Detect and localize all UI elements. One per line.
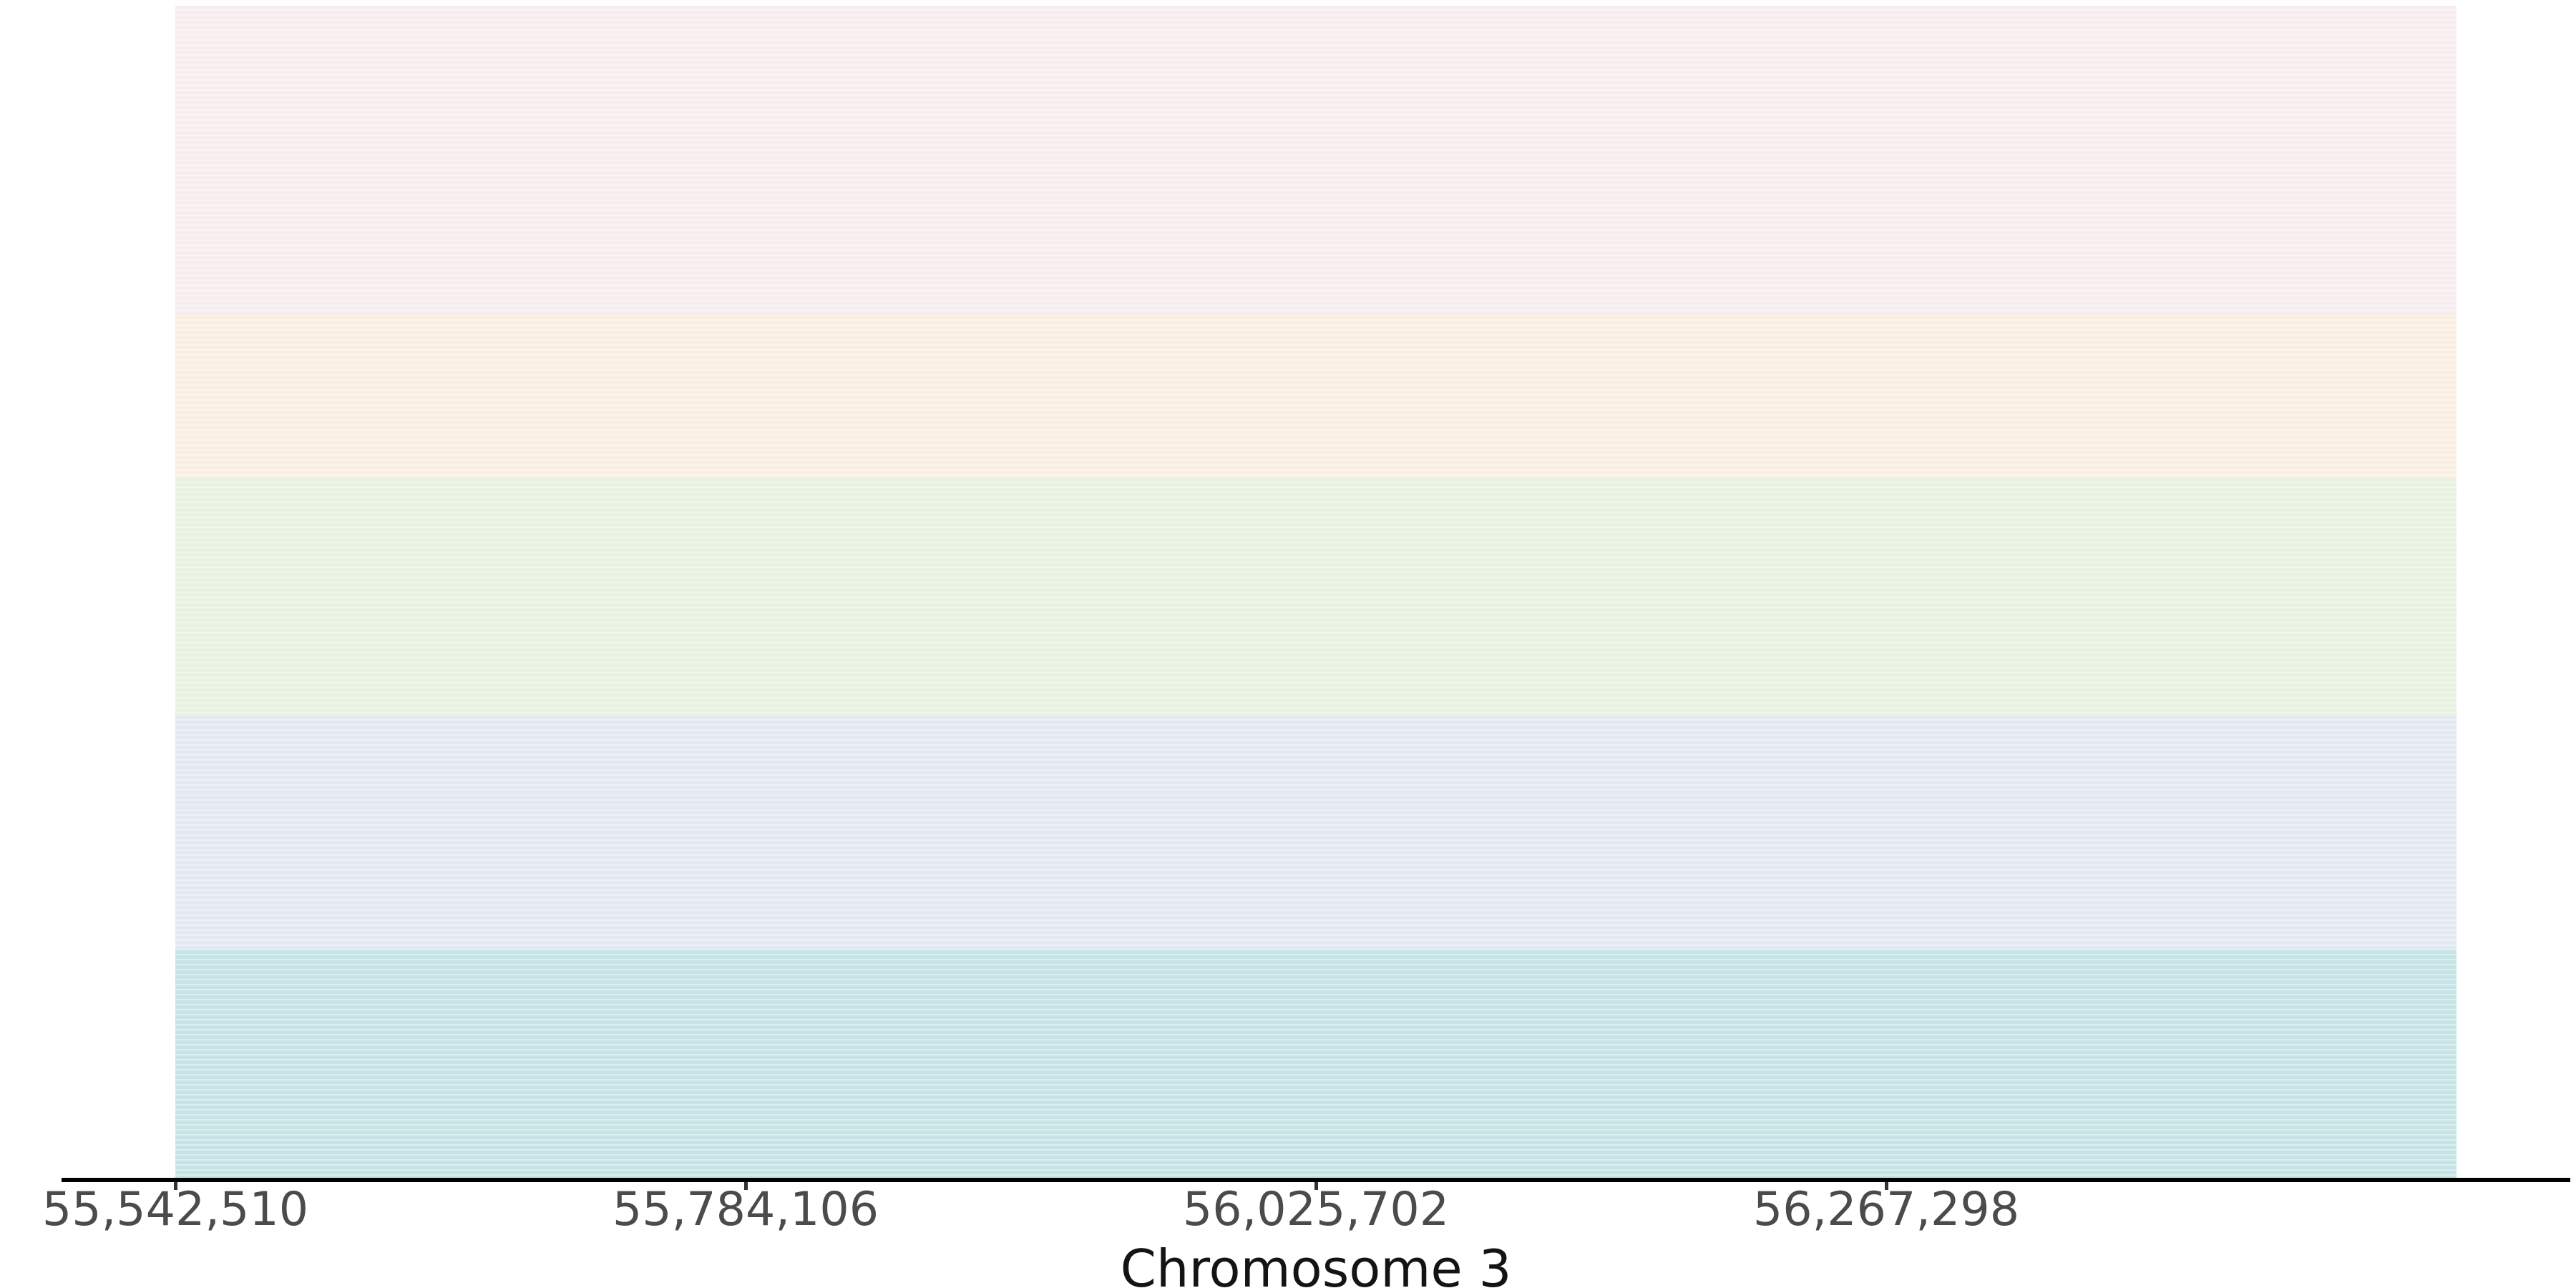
- band-1-pink: [175, 6, 2457, 316]
- x-tick-label: 55,542,510: [42, 1183, 309, 1236]
- x-tick-label: 55,784,106: [612, 1183, 879, 1236]
- x-axis-title: Chromosome 3: [1120, 1239, 1512, 1288]
- x-axis-line: [62, 1178, 2570, 1182]
- band-5-teal: [175, 950, 2457, 1178]
- x-tick-mark: [173, 1182, 177, 1190]
- x-tick-mark: [743, 1182, 748, 1190]
- x-tick-label: 56,025,702: [1182, 1183, 1450, 1236]
- band-4-blue: [175, 716, 2457, 951]
- band-2-cream: [175, 316, 2457, 479]
- plot-area: [175, 6, 2457, 1178]
- x-tick-mark: [1314, 1182, 1318, 1190]
- x-tick-mark: [1884, 1182, 1888, 1190]
- x-tick-label: 56,267,298: [1752, 1183, 2020, 1236]
- band-3-green: [175, 478, 2457, 716]
